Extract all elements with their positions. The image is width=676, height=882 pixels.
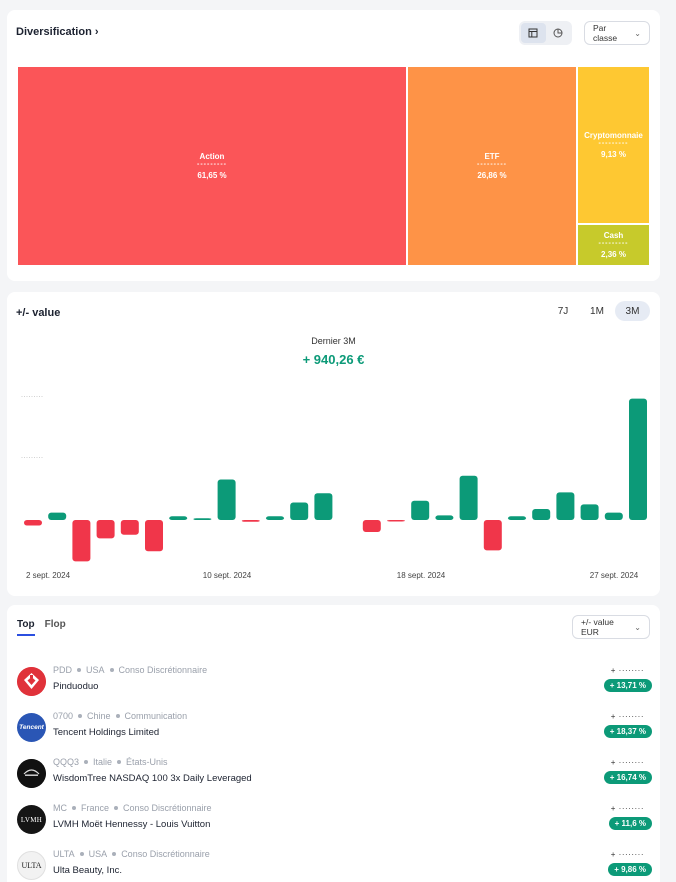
chart-bar[interactable] bbox=[580, 504, 599, 520]
chart-bar[interactable] bbox=[483, 520, 502, 551]
chart-bar[interactable] bbox=[48, 512, 67, 520]
chart-bar[interactable] bbox=[72, 520, 91, 562]
asset-pct-badge: + 11,6 % bbox=[608, 817, 652, 830]
chart-bar[interactable] bbox=[193, 518, 212, 520]
chart-bar[interactable] bbox=[362, 520, 381, 532]
asset-meta: PDD USA Conso Discrétionnaire bbox=[53, 665, 208, 675]
treemap-cell-etf[interactable]: ETF --------- 26,86 % bbox=[408, 67, 576, 265]
list-item[interactable]: PDD USA Conso Discrétionnaire Pinduoduo + … bbox=[17, 664, 652, 704]
pie-view-button[interactable] bbox=[546, 23, 571, 43]
ulta-logo-icon: ULTA bbox=[17, 851, 46, 880]
tab-top[interactable]: Top bbox=[17, 619, 35, 636]
chart-subtitle: Dernier 3M bbox=[311, 336, 356, 346]
chart-bar[interactable] bbox=[266, 516, 284, 520]
asset-meta: MC France Conso Discrétionnaire bbox=[53, 803, 212, 813]
treemap-cell-action[interactable]: Action --------- 61,65 % bbox=[18, 67, 406, 265]
chart-bar[interactable] bbox=[532, 509, 551, 520]
view-toggle bbox=[519, 21, 572, 45]
asset-amount: + ········ bbox=[610, 850, 644, 859]
chart-bar[interactable] bbox=[24, 520, 42, 526]
treemap-cell-cash[interactable]: Cash --------- 2,36 % bbox=[578, 225, 649, 265]
list-item[interactable]: QQQ3 Italie États-Unis WisdomTree NASDAQ 1… bbox=[17, 756, 652, 796]
chart-bar[interactable] bbox=[169, 516, 188, 520]
asset-pct-badge: + 13,71 % bbox=[603, 679, 652, 692]
asset-amount: + ········ bbox=[610, 712, 644, 721]
group-by-select[interactable]: Par classe ⌄ bbox=[584, 21, 650, 45]
asset-name: Ulta Beauty, Inc. bbox=[53, 865, 122, 876]
x-axis-label: 27 sept. 2024 bbox=[589, 571, 639, 580]
value-chart-card: +/- value 7J 1M 3M Dernier 3M + 940,26 €… bbox=[7, 292, 660, 596]
metric-select[interactable]: +/- value EUR ⌄ bbox=[572, 615, 650, 639]
chart-bar[interactable] bbox=[314, 493, 333, 520]
asset-name: Pinduoduo bbox=[53, 681, 99, 692]
chart-bar[interactable] bbox=[217, 479, 236, 521]
period-3m-button[interactable]: 3M bbox=[615, 301, 650, 321]
value-bar-chart bbox=[24, 398, 647, 562]
chart-bar[interactable] bbox=[629, 398, 647, 520]
period-7j-button[interactable]: 7J bbox=[557, 305, 569, 317]
list-item[interactable]: LVMH MC France Conso Discrétionnaire LVMH … bbox=[17, 802, 652, 842]
pdd-logo-icon bbox=[17, 667, 46, 696]
chevron-down-icon: ⌄ bbox=[634, 622, 641, 632]
list-item[interactable]: ULTA ULTA USA Conso Discrétionnaire Ulta B… bbox=[17, 848, 652, 882]
list-item[interactable]: Tencent 0700 Chine Communication Tencent H… bbox=[17, 710, 652, 750]
tencent-logo-icon: Tencent bbox=[17, 713, 46, 742]
chart-bar[interactable] bbox=[435, 515, 454, 520]
asset-meta: QQQ3 Italie États-Unis bbox=[53, 757, 168, 767]
asset-name: WisdomTree NASDAQ 100 3x Daily Leveraged bbox=[53, 773, 252, 784]
x-axis-label: 2 sept. 2024 bbox=[25, 571, 71, 580]
performers-tabs: Top Flop bbox=[17, 619, 66, 636]
asset-amount: + ········ bbox=[610, 758, 644, 767]
chart-bar[interactable] bbox=[411, 500, 430, 520]
chart-bar[interactable] bbox=[508, 516, 526, 520]
period-1m-button[interactable]: 1M bbox=[590, 305, 604, 317]
diversification-card: Diversification › Par classe ⌄ Action ----… bbox=[7, 10, 660, 281]
chart-bar[interactable] bbox=[241, 520, 260, 522]
x-axis-label: 10 sept. 2024 bbox=[202, 571, 252, 580]
chart-bar[interactable] bbox=[145, 520, 163, 552]
chart-bar[interactable] bbox=[604, 512, 623, 520]
asset-pct-badge: + 9,86 % bbox=[608, 863, 652, 876]
asset-name: LVMH Moët Hennessy - Louis Vuitton bbox=[53, 819, 211, 830]
asset-amount: + ········ bbox=[610, 666, 644, 675]
asset-meta: ULTA USA Conso Discrétionnaire bbox=[53, 849, 210, 859]
chart-bar[interactable] bbox=[290, 502, 309, 521]
chart-total-value: + 940,26 € bbox=[302, 352, 365, 367]
asset-meta: 0700 Chine Communication bbox=[53, 711, 188, 721]
asset-pct-badge: + 16,74 % bbox=[603, 771, 652, 784]
diversification-title[interactable]: Diversification › bbox=[16, 26, 99, 38]
pie-icon bbox=[553, 28, 563, 38]
chart-bar[interactable] bbox=[556, 492, 575, 520]
table-view-button[interactable] bbox=[521, 23, 546, 43]
tab-flop[interactable]: Flop bbox=[44, 619, 66, 630]
value-chart-title: +/- value bbox=[16, 307, 61, 319]
performers-card: Top Flop +/- value EUR ⌄ PDD USA Conso Disc… bbox=[7, 605, 660, 882]
wisdomtree-logo-icon bbox=[17, 759, 46, 788]
lvmh-logo-icon: LVMH bbox=[17, 805, 46, 834]
y-tick-label: ········· bbox=[21, 455, 44, 461]
y-tick-label: ········· bbox=[21, 394, 44, 400]
asset-name: Tencent Holdings Limited bbox=[53, 727, 160, 738]
treemap-cell-crypto[interactable]: Cryptomonnaie --------- 9,13 % bbox=[578, 67, 649, 223]
chart-bar[interactable] bbox=[120, 520, 139, 535]
chart-bar[interactable] bbox=[96, 520, 115, 539]
chevron-right-icon: › bbox=[94, 26, 99, 38]
table-icon bbox=[528, 28, 538, 38]
chart-bar[interactable] bbox=[459, 475, 478, 520]
x-axis-label: 18 sept. 2024 bbox=[396, 571, 446, 580]
asset-pct-badge: + 18,37 % bbox=[603, 725, 652, 738]
chart-bar[interactable] bbox=[387, 520, 405, 522]
asset-amount: + ········ bbox=[610, 804, 644, 813]
chevron-down-icon: ⌄ bbox=[634, 28, 641, 38]
